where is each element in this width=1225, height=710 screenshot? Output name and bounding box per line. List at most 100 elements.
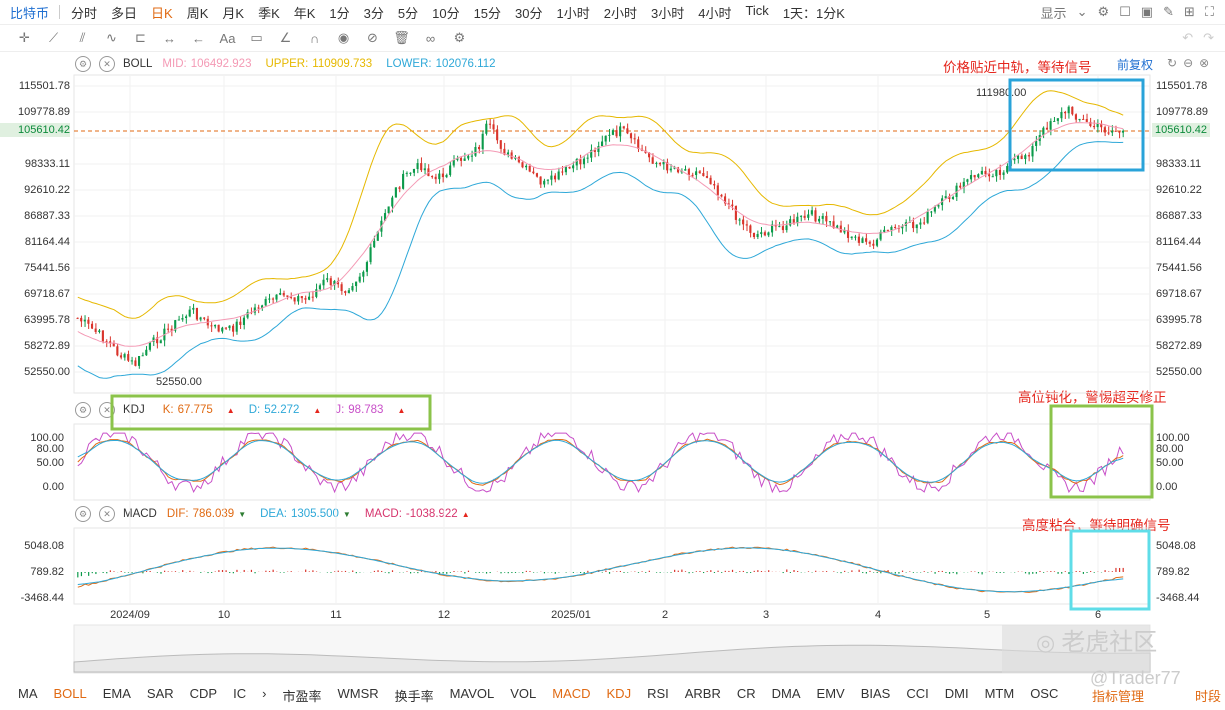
period-tab[interactable]: 3分 <box>363 5 384 21</box>
close-panel-icon[interactable]: ⊗ <box>1199 56 1210 70</box>
refresh-icon[interactable]: ↻ <box>1167 56 1178 70</box>
period-tab[interactable]: 1分 <box>329 5 350 21</box>
indicator-tab[interactable]: CR <box>736 685 756 701</box>
candle-body <box>1103 127 1106 133</box>
candle-body <box>828 221 832 223</box>
redo-icon[interactable]: ↷ <box>1203 30 1214 45</box>
link-icon[interactable]: ∞ <box>425 30 436 46</box>
grid-icon[interactable]: ⊞ <box>1183 4 1195 19</box>
indicator-tab[interactable]: KDJ <box>606 685 632 701</box>
display-dropdown[interactable]: 显示 <box>1040 5 1067 21</box>
period-tab[interactable]: 季K <box>258 5 280 21</box>
arrow-tool-icon[interactable]: ← <box>192 30 205 46</box>
candle-body <box>995 169 998 177</box>
range-tool-icon[interactable]: ↔ <box>163 30 176 46</box>
channel-tool-icon[interactable]: ⫽ <box>79 30 86 45</box>
kdj-name[interactable]: KDJ <box>123 404 145 416</box>
minimize-icon[interactable]: ⊖ <box>1183 56 1194 70</box>
period-tab[interactable]: 1天：1分K <box>782 5 845 21</box>
period-tab[interactable]: 4小时 <box>698 5 732 21</box>
period-button[interactable]: 时段 <box>1195 688 1222 704</box>
period-tab[interactable]: 多日 <box>111 5 138 21</box>
period-tab[interactable]: 月K <box>222 5 245 21</box>
measure-tool-icon[interactable]: ⊏ <box>135 30 146 45</box>
chevron-down-icon[interactable]: ⌄ <box>1076 4 1088 19</box>
wave-tool-icon[interactable]: ∿ <box>106 30 117 45</box>
close-icon[interactable]: ✕ <box>99 56 115 72</box>
indicator-tab[interactable]: 市盈率 <box>282 688 322 704</box>
indicator-tab[interactable]: VOL <box>510 685 537 701</box>
line-tool-icon[interactable]: ⟋ <box>48 30 59 45</box>
candle-body <box>973 175 976 178</box>
settings-icon[interactable]: ⚙ <box>453 30 466 45</box>
eye-icon[interactable]: ◉ <box>337 30 350 45</box>
hide-icon[interactable]: ⊘ <box>367 30 378 45</box>
undo-icon[interactable]: ↶ <box>1182 30 1194 45</box>
price-tick: 63995.78 <box>24 314 70 326</box>
indicator-tab[interactable]: EMV <box>816 685 845 701</box>
period-tab[interactable]: 10分 <box>432 5 460 21</box>
candle-body <box>926 211 929 223</box>
ruler-tool-icon[interactable]: ∠ <box>279 30 292 45</box>
period-tab[interactable]: 分时 <box>71 5 98 21</box>
square-icon[interactable]: ☐ <box>1119 4 1131 19</box>
indicator-tab[interactable]: SAR <box>146 685 174 701</box>
navigator-window[interactable] <box>1002 625 1150 673</box>
fullscreen-icon[interactable]: ⛶ <box>1204 4 1214 19</box>
indicator-tab[interactable]: MTM <box>984 685 1015 701</box>
close-icon[interactable]: ✕ <box>99 506 115 522</box>
indicator-tab[interactable]: CDP <box>189 685 218 701</box>
period-tab[interactable]: 年K <box>293 5 316 21</box>
indicator-tab[interactable]: EMA <box>102 685 131 701</box>
chevron-right-icon[interactable]: › <box>262 685 267 701</box>
indicator-tab[interactable]: DMI <box>944 685 969 701</box>
symbol-name[interactable]: 比特币 <box>10 5 50 21</box>
indicator-tab[interactable]: ARBR <box>684 685 721 701</box>
period-tab[interactable]: 5分 <box>397 5 419 21</box>
indicator-tab[interactable]: BIAS <box>860 685 891 701</box>
crosshair-icon[interactable]: ✛ <box>19 30 30 45</box>
indicator-tab[interactable]: BOLL <box>53 685 87 701</box>
candle-body <box>300 296 303 299</box>
indicator-tab[interactable]: WMSR <box>337 685 379 701</box>
indicator-manage-button[interactable]: 指标管理 <box>1092 688 1145 704</box>
period-tab[interactable]: 15分 <box>473 5 502 21</box>
period-tab[interactable]: Tick <box>745 2 769 18</box>
text-tool-icon[interactable]: Aa <box>219 30 236 46</box>
settings-icon[interactable]: ⚙ <box>75 506 91 522</box>
period-tab[interactable]: 2小时 <box>603 5 637 21</box>
indicator-tab[interactable]: OSC <box>1030 685 1059 701</box>
gear-icon[interactable]: ⚙ <box>1097 4 1110 19</box>
camera-icon[interactable]: ▣ <box>1140 4 1154 19</box>
candle-body <box>810 210 813 215</box>
indicator-tab[interactable]: DMA <box>771 685 801 701</box>
candle-body <box>1078 118 1081 120</box>
magnet-icon[interactable]: ∩ <box>309 30 320 46</box>
indicator-tab[interactable]: RSI <box>647 685 669 701</box>
indicator-tab[interactable]: MAVOL <box>449 685 495 701</box>
pen-icon[interactable]: ✎ <box>1163 4 1174 19</box>
settings-icon[interactable]: ⚙ <box>75 56 91 72</box>
candle-body <box>329 278 332 286</box>
indicator-tab[interactable]: 换手率 <box>394 688 434 704</box>
period-tab[interactable]: 1小时 <box>556 5 590 21</box>
candle-body <box>930 211 933 213</box>
macd-tick: -3468.44 <box>1156 592 1200 604</box>
period-tab[interactable]: 30分 <box>515 5 543 21</box>
indicator-tab[interactable]: MACD <box>552 685 591 701</box>
candle-body <box>825 215 828 222</box>
indicator-tab[interactable]: MA <box>18 685 38 701</box>
comment-tool-icon[interactable]: ▭ <box>250 30 263 45</box>
period-tab[interactable]: 周K <box>186 5 209 21</box>
settings-icon[interactable]: ⚙ <box>75 402 91 418</box>
indicator-tab[interactable]: IC <box>233 685 247 701</box>
close-icon[interactable]: ✕ <box>99 402 115 418</box>
price-tick: 75441.56 <box>1156 262 1202 274</box>
period-tab[interactable]: 3小时 <box>650 5 685 21</box>
candle-body <box>94 328 97 332</box>
trash-icon[interactable]: 🗑 <box>393 30 410 45</box>
indicator-tab[interactable]: CCI <box>906 685 929 701</box>
adjust-mode[interactable]: 前复权 <box>1117 58 1154 72</box>
period-tab[interactable]: 日K <box>151 5 173 21</box>
